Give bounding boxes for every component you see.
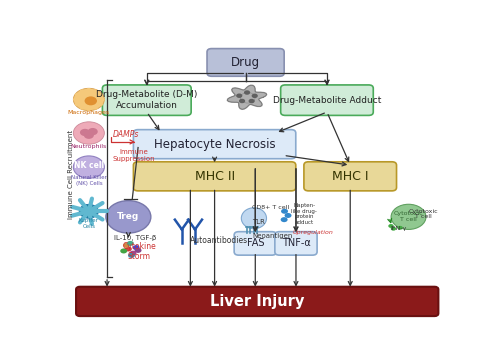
Text: MHC II: MHC II	[194, 170, 234, 183]
FancyBboxPatch shape	[76, 287, 438, 316]
Circle shape	[86, 107, 91, 111]
Circle shape	[244, 90, 250, 95]
Circle shape	[94, 89, 98, 93]
Text: FAS: FAS	[246, 238, 264, 248]
Text: MHC I: MHC I	[332, 170, 368, 183]
FancyBboxPatch shape	[280, 85, 374, 115]
Circle shape	[84, 97, 97, 105]
Circle shape	[391, 204, 426, 229]
Circle shape	[106, 201, 151, 233]
Circle shape	[98, 103, 103, 106]
Circle shape	[284, 213, 292, 218]
FancyBboxPatch shape	[304, 162, 396, 191]
Circle shape	[79, 204, 98, 218]
Circle shape	[75, 103, 80, 106]
Circle shape	[240, 93, 255, 103]
Text: Drug-Metabolite Adduct: Drug-Metabolite Adduct	[273, 96, 381, 105]
Circle shape	[75, 93, 80, 96]
Text: Natural Killer
(NK) Cells: Natural Killer (NK) Cells	[71, 175, 107, 186]
Circle shape	[80, 89, 84, 93]
Circle shape	[398, 226, 403, 230]
Text: Immune
Suppression: Immune Suppression	[113, 149, 156, 162]
Circle shape	[120, 248, 127, 253]
Circle shape	[125, 246, 132, 252]
Circle shape	[73, 98, 78, 101]
Text: DAMPs: DAMPs	[113, 130, 139, 139]
Text: Hapten-
like drug-
protein
adduct: Hapten- like drug- protein adduct	[291, 203, 317, 225]
Circle shape	[388, 224, 394, 228]
Text: Liver Injury: Liver Injury	[210, 294, 304, 309]
Text: CD8+ T cell: CD8+ T cell	[252, 205, 290, 209]
Circle shape	[74, 88, 104, 111]
Circle shape	[391, 227, 396, 231]
Text: Cytotoxic
T cell: Cytotoxic T cell	[408, 209, 438, 220]
FancyBboxPatch shape	[102, 85, 191, 115]
Circle shape	[80, 129, 90, 136]
Text: Kupffer
Cells: Kupffer Cells	[79, 219, 99, 229]
Text: Neutrophils: Neutrophils	[70, 144, 107, 149]
Text: Macrophages: Macrophages	[68, 110, 110, 115]
FancyBboxPatch shape	[275, 232, 317, 255]
FancyBboxPatch shape	[207, 49, 284, 76]
Text: Treg: Treg	[117, 212, 140, 221]
Text: TNF-α: TNF-α	[282, 238, 310, 248]
Circle shape	[84, 132, 94, 139]
Text: Hepatocyte Necrosis: Hepatocyte Necrosis	[154, 138, 276, 151]
Text: Cytotoxic
T cell: Cytotoxic T cell	[394, 212, 424, 222]
Text: TLR: TLR	[252, 220, 265, 225]
Text: IFN-γ: IFN-γ	[390, 225, 406, 231]
FancyBboxPatch shape	[134, 162, 296, 191]
Circle shape	[100, 98, 104, 101]
Circle shape	[128, 253, 135, 258]
Circle shape	[123, 243, 130, 248]
Circle shape	[74, 122, 104, 144]
Text: Drug: Drug	[231, 56, 260, 69]
FancyBboxPatch shape	[134, 130, 296, 159]
Circle shape	[236, 94, 242, 98]
Circle shape	[134, 248, 141, 253]
Text: Drug-Metabolite (D-M)
Accumulation: Drug-Metabolite (D-M) Accumulation	[96, 90, 198, 110]
Circle shape	[239, 99, 245, 103]
Text: Upregulation: Upregulation	[293, 230, 334, 235]
Text: NK cell: NK cell	[74, 161, 104, 170]
Circle shape	[248, 99, 254, 103]
Circle shape	[281, 209, 288, 214]
Circle shape	[98, 93, 103, 96]
Text: Immune Cell Recruitment: Immune Cell Recruitment	[68, 130, 74, 220]
Ellipse shape	[242, 208, 266, 229]
Circle shape	[88, 128, 98, 135]
Circle shape	[127, 241, 134, 246]
Polygon shape	[228, 85, 266, 109]
Circle shape	[86, 88, 91, 91]
Circle shape	[132, 245, 140, 250]
Text: Autoantibodies: Autoantibodies	[190, 236, 248, 245]
Circle shape	[80, 106, 84, 110]
Text: IL-10, TGF-β: IL-10, TGF-β	[114, 235, 156, 241]
Circle shape	[94, 106, 98, 110]
Circle shape	[130, 251, 136, 256]
Circle shape	[280, 217, 287, 222]
Circle shape	[74, 156, 104, 178]
Text: Cytokine
Storm: Cytokine Storm	[122, 242, 156, 261]
Circle shape	[252, 94, 258, 98]
FancyBboxPatch shape	[234, 232, 276, 255]
Text: Neoantigen: Neoantigen	[252, 233, 293, 240]
